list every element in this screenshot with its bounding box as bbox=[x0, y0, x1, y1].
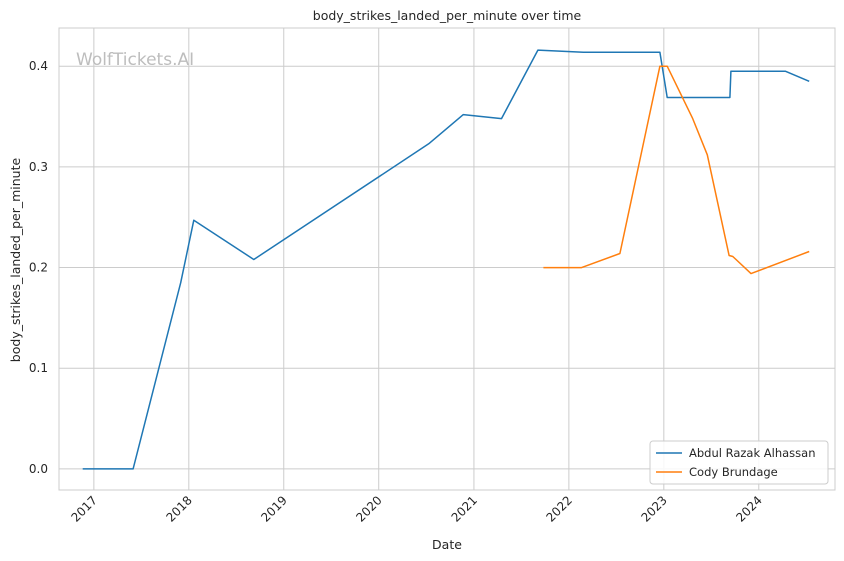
series-line-cody-brundage bbox=[543, 65, 810, 275]
y-tick-label: 0.3 bbox=[29, 160, 48, 174]
series-layer bbox=[82, 49, 810, 470]
y-axis-label: body_strikes_landed_per_minute bbox=[8, 157, 23, 362]
grid bbox=[59, 28, 835, 490]
series-line-abdul-razak-alhassan bbox=[82, 49, 810, 470]
legend: Abdul Razak Alhassan Cody Brundage bbox=[649, 440, 829, 485]
y-tick-label: 0.2 bbox=[29, 261, 48, 275]
legend-label-abdul-razak-alhassan: Abdul Razak Alhassan bbox=[689, 446, 816, 460]
x-axis-label: Date bbox=[432, 537, 462, 552]
plot-frame bbox=[58, 27, 836, 491]
y-tick-label: 0.0 bbox=[29, 462, 48, 476]
watermark: WolfTickets.AI bbox=[76, 50, 194, 70]
legend-box bbox=[649, 440, 829, 485]
legend-label-cody-brundage: Cody Brundage bbox=[689, 465, 778, 479]
chart-title: body_strikes_landed_per_minute over time bbox=[313, 8, 582, 23]
y-tick-label: 0.1 bbox=[29, 361, 48, 375]
y-tick-label: 0.4 bbox=[29, 59, 48, 73]
